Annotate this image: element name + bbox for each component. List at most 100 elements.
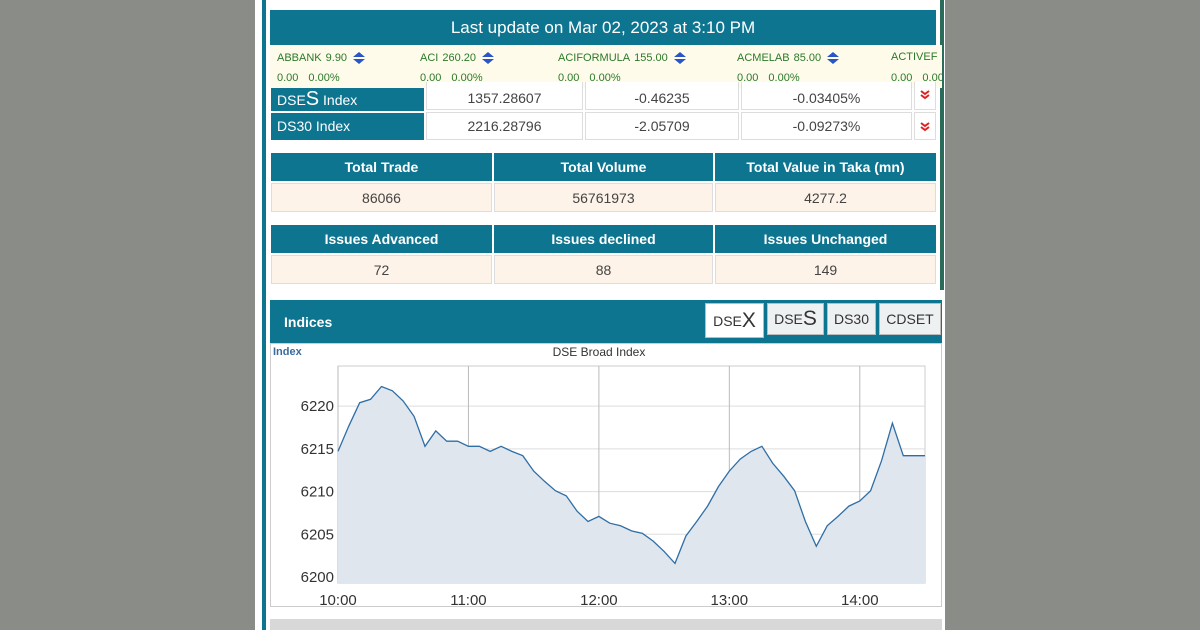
name-big: S [305, 88, 320, 110]
tab[interactable]: DS30 [827, 303, 876, 335]
tab-big: X [741, 308, 756, 332]
x-tick-label: 12:00 [580, 592, 618, 607]
change: 0.00 [277, 72, 299, 84]
tab[interactable]: CDSET [879, 303, 941, 335]
change: 0.00 [558, 72, 580, 84]
percent: -0.03405% [792, 90, 861, 106]
index-change: -0.46235 [585, 82, 739, 110]
updown-icon [353, 52, 366, 64]
ticker-top: ACTIVEF [891, 51, 937, 63]
y-axis-label: Index [273, 346, 303, 358]
percent: 0.00% [768, 72, 800, 84]
price: 155.00 [634, 51, 668, 64]
index-name: DS30 Index [271, 113, 424, 140]
chart: Index DSE Broad Index 6200 6205 6210 6215 62… [270, 343, 942, 607]
tab-small: DSE [713, 312, 742, 329]
down-icon [914, 82, 936, 110]
tab[interactable]: DSE S [767, 303, 824, 335]
table-cell: 4277.2 [715, 183, 936, 212]
table-header: Total Trade [271, 153, 492, 181]
ticker-bottom: 0.00 0.00% [737, 72, 800, 84]
ticker: ABBANK 9.90 0.00 0.00% ACI 260.20 0.00 0.00% ACI… [270, 45, 942, 88]
header-text: Issues Advanced [324, 231, 439, 247]
symbol: ACIFORMULA [558, 51, 631, 64]
name-small: DS30 Index [277, 118, 351, 134]
ticker-bottom: 0.00 0.00% [277, 72, 340, 84]
next-section [270, 619, 942, 630]
y-tick-label: 6210 [301, 484, 334, 501]
down-arrows [920, 122, 930, 132]
symbol: ACMELAB [737, 51, 790, 64]
cell-text: 88 [595, 261, 612, 278]
x-tick-label: 13:00 [711, 592, 749, 607]
percent: 0.00% [589, 72, 621, 84]
index-change: -2.05709 [585, 112, 739, 140]
change: 0.00 [737, 72, 759, 84]
tab[interactable]: DSE X [705, 303, 764, 338]
updown-icon [482, 52, 494, 64]
change: -0.46235 [634, 90, 690, 106]
name-rest: Index [323, 92, 358, 108]
table-header: Total Volume [494, 153, 713, 181]
price: 260.20 [442, 51, 476, 64]
cell-text: 72 [373, 261, 390, 278]
value: 2216.28796 [467, 118, 542, 134]
header-text: Total Value in Taka (mn) [746, 159, 905, 175]
ticker-bottom: 0.00 0.00% [891, 72, 942, 84]
down-arrows [920, 90, 930, 100]
last-update: Last update on Mar 02, 2023 at 3:10 PM [450, 17, 756, 37]
change: -2.05709 [634, 118, 690, 134]
last-update-bar: Last update on Mar 02, 2023 at 3:10 PM [270, 10, 936, 45]
ticker-top: ACIFORMULA 155.00 [558, 51, 688, 65]
table-cell: 56761973 [494, 183, 713, 212]
cell-text: 4277.2 [804, 189, 847, 206]
left-rule [262, 0, 266, 630]
chart-title: DSE Broad Index [553, 345, 646, 359]
y-tick-label: 6205 [301, 526, 334, 543]
percent: 0.00% [451, 72, 483, 84]
table-cell: 149 [715, 255, 936, 284]
cell-text: 56761973 [572, 189, 635, 206]
price: 85.00 [793, 51, 822, 64]
tab-small: DS30 [833, 311, 870, 327]
index-value: 2216.28796 [426, 112, 583, 140]
table-header: Issues Advanced [271, 225, 492, 253]
updown-icon [673, 52, 686, 64]
right-rule [940, 0, 944, 290]
cell-text: 149 [813, 261, 838, 278]
ticker-bottom: 0.00 0.00% [420, 72, 483, 84]
tab-big: S [802, 307, 817, 330]
header-text: Issues declined [551, 231, 656, 247]
table-header: Issues Unchanged [715, 225, 936, 253]
price: 9.90 [325, 51, 348, 64]
symbol: ACI [420, 51, 439, 64]
line [337, 385, 925, 565]
x-tick-label: 14:00 [841, 592, 879, 607]
tab-small: DSE [774, 311, 803, 327]
index-table: DSES Index 1357.28607 -0.46235 -0.03405%… [270, 82, 936, 140]
index-name: DSES Index [271, 88, 424, 111]
change: 0.00 [420, 72, 442, 84]
ticker-top: ABBANK 9.90 [277, 51, 367, 65]
symbol: ABBANK [277, 51, 322, 64]
header-text: Total Volume [560, 159, 647, 175]
area [338, 386, 925, 583]
header-text: Issues Unchanged [763, 231, 888, 247]
name-small: DSE [277, 92, 306, 108]
index-percent: -0.03405% [741, 82, 912, 110]
cell-text: 86066 [362, 189, 401, 206]
symbol: ACTIVEF [891, 51, 938, 63]
table-header: Issues declined [494, 225, 713, 253]
change: 0.00 [891, 72, 913, 84]
y-tick-label: 6200 [301, 569, 334, 586]
indices-title: Indices [284, 314, 333, 330]
x-tick-label: 10:00 [319, 592, 357, 607]
down-icon [914, 112, 936, 140]
y-tick-label: 6220 [301, 398, 334, 415]
table-cell: 86066 [271, 183, 492, 212]
table-cell: 88 [494, 255, 713, 284]
index-percent: -0.09273% [741, 112, 912, 140]
value: 1357.28607 [467, 90, 542, 106]
ticker-top: ACI 260.20 [420, 51, 496, 65]
